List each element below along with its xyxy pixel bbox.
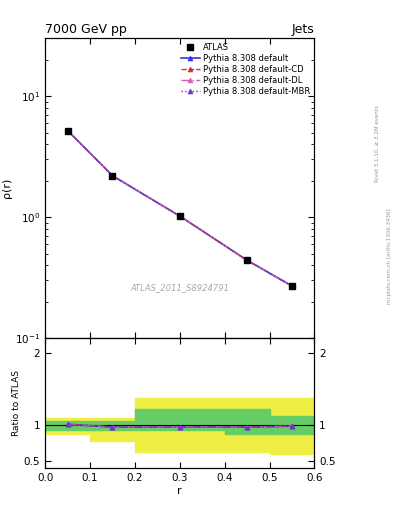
Line: ATLAS: ATLAS [64, 127, 295, 289]
Line: Pythia 8.308 default-CD: Pythia 8.308 default-CD [65, 128, 294, 288]
Legend: ATLAS, Pythia 8.308 default, Pythia 8.308 default-CD, Pythia 8.308 default-DL, P: ATLAS, Pythia 8.308 default, Pythia 8.30… [180, 41, 312, 98]
Pythia 8.308 default [110, 173, 115, 179]
Text: 7000 GeV pp: 7000 GeV pp [45, 23, 127, 36]
Pythia 8.308 default-DL [65, 127, 70, 134]
Pythia 8.308 default-CD [178, 213, 182, 219]
Pythia 8.308 default-CD [110, 173, 115, 179]
Pythia 8.308 default-DL [178, 213, 182, 219]
X-axis label: r: r [178, 486, 182, 496]
Pythia 8.308 default-MBR [65, 127, 70, 134]
Pythia 8.308 default-MBR [110, 173, 115, 179]
Pythia 8.308 default-MBR [290, 283, 294, 289]
Pythia 8.308 default-CD [65, 127, 70, 134]
Pythia 8.308 default-MBR [245, 257, 250, 263]
Line: Pythia 8.308 default-MBR: Pythia 8.308 default-MBR [65, 128, 294, 288]
Pythia 8.308 default [290, 283, 294, 289]
Pythia 8.308 default [245, 257, 250, 263]
Pythia 8.308 default-DL [245, 257, 250, 263]
Pythia 8.308 default [178, 213, 182, 219]
Text: mcplots.cern.ch [arXiv:1306.3436]: mcplots.cern.ch [arXiv:1306.3436] [387, 208, 391, 304]
Pythia 8.308 default-MBR [178, 213, 182, 219]
Pythia 8.308 default-CD [290, 283, 294, 289]
Y-axis label: ρ(r): ρ(r) [2, 178, 12, 199]
Pythia 8.308 default [65, 127, 70, 134]
Line: Pythia 8.308 default: Pythia 8.308 default [65, 128, 294, 288]
ATLAS [110, 173, 115, 179]
ATLAS [178, 213, 182, 219]
Pythia 8.308 default-DL [290, 283, 294, 289]
Line: Pythia 8.308 default-DL: Pythia 8.308 default-DL [65, 128, 294, 288]
ATLAS [245, 257, 250, 263]
Text: Jets: Jets [292, 23, 314, 36]
Pythia 8.308 default-CD [245, 257, 250, 263]
Y-axis label: Ratio to ATLAS: Ratio to ATLAS [12, 370, 21, 436]
ATLAS [290, 283, 294, 289]
ATLAS [65, 127, 70, 134]
Pythia 8.308 default-DL [110, 173, 115, 179]
Text: ATLAS_2011_S8924791: ATLAS_2011_S8924791 [130, 283, 229, 292]
Text: Rivet 3.1.10, ≥ 3.2M events: Rivet 3.1.10, ≥ 3.2M events [375, 105, 380, 182]
